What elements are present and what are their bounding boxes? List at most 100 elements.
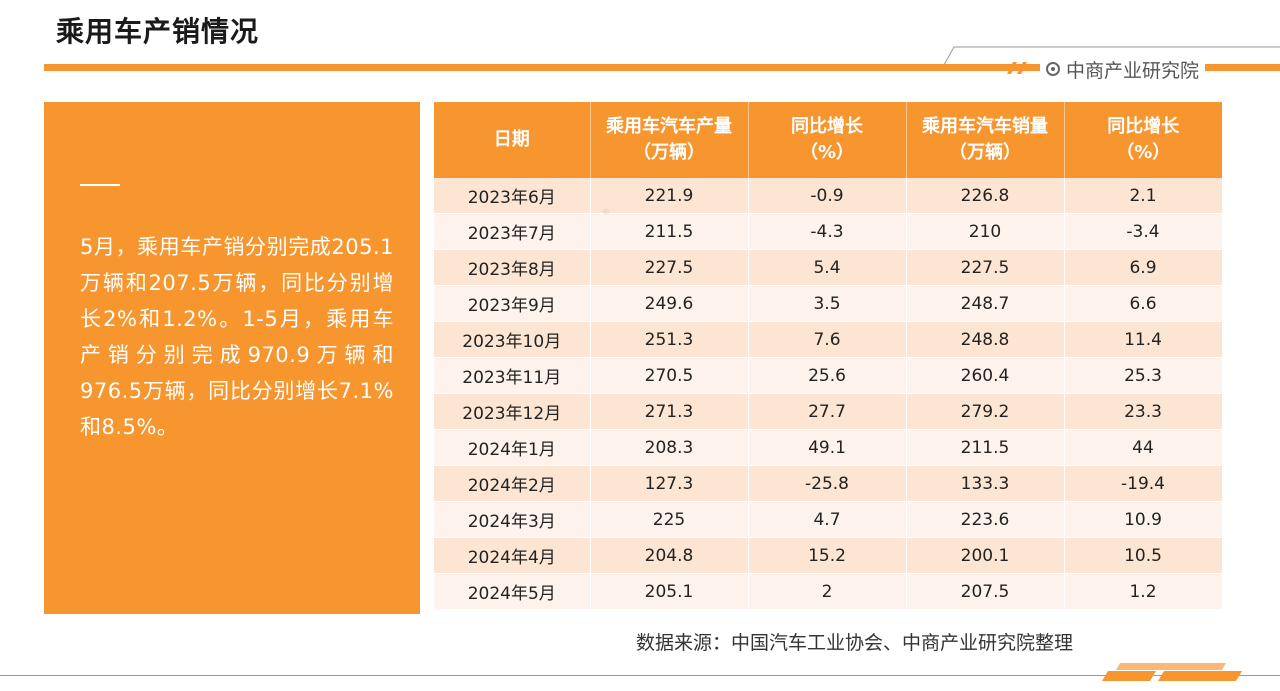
table-header-cell: 乘用车汽车产量 （万辆） (590, 102, 749, 178)
table-cell-value: -25.8 (748, 465, 907, 502)
table-cell-value: 279.2 (906, 393, 1065, 430)
table-cell-value: 221.9 (590, 178, 749, 214)
page-title: 乘用车产销情况 (56, 15, 260, 48)
table-cell-value: 10.9 (1064, 501, 1223, 538)
table-header-cell: 同比增长 （%） (1064, 102, 1222, 178)
table-cell-date: 2023年9月 (434, 285, 591, 322)
table-header-cell: 同比增长 （%） (748, 102, 907, 178)
table-cell-date: 2024年4月 (434, 537, 591, 574)
table-row: 2023年6月 221.9 -0.9 226.8 2.1 (434, 178, 1223, 214)
summary-divider (80, 184, 120, 186)
table-cell-date: 2024年5月 (434, 573, 591, 610)
header-line1: 乘用车汽车产量 (606, 116, 732, 137)
data-table: 日期 乘用车汽车产量 （万辆） 同比增长 （%） 乘用车汽车销量 （万辆） 同比增长 （%） 2… (434, 102, 1223, 610)
table-cell-value: 1.2 (1064, 573, 1223, 610)
table-cell-date: 2024年3月 (434, 501, 591, 538)
table-cell-value: 133.3 (906, 465, 1065, 502)
table-cell-value: 211.5 (906, 429, 1065, 466)
slash-decoration-icon (1007, 62, 1027, 74)
table-cell-value: 27.7 (748, 393, 907, 430)
table-body: 2023年6月 221.9 -0.9 226.8 2.1 2023年7月 211.5 -4.3… (434, 178, 1223, 610)
table-cell-value: 44 (1064, 429, 1223, 466)
header-line1: 同比增长 (791, 116, 863, 137)
summary-text: 5月，乘用车产销分别完成205.1万辆和207.5万辆，同比分别增长2%和1.2… (80, 235, 394, 439)
table-cell-date: 2023年7月 (434, 213, 591, 250)
table-cell-value: 23.3 (1064, 393, 1223, 430)
table-cell-value: 248.7 (906, 285, 1065, 322)
brand-circle-icon (1046, 62, 1060, 76)
table-cell-date: 2024年1月 (434, 429, 591, 466)
brand-logo: 中商产业研究院 (1040, 56, 1206, 82)
table-row: 2023年7月 211.5 -4.3 210 -3.4 (434, 213, 1223, 250)
table-cell-value: 249.6 (590, 285, 749, 322)
table-cell-date: 2023年10月 (434, 321, 591, 358)
source-note: 数据来源：中国汽车工业协会、中商产业研究院整理 (636, 632, 1074, 654)
table-cell-value: 251.3 (590, 321, 749, 358)
header-line2: （%） (1116, 142, 1171, 163)
table-cell-value: 2.1 (1064, 178, 1223, 214)
table-cell-value: -4.3 (748, 213, 907, 250)
table-cell-value: 25.6 (748, 357, 907, 394)
table-cell-value: 200.1 (906, 537, 1065, 574)
table-cell-value: 5.4 (748, 249, 907, 286)
table-cell-value: 10.5 (1064, 537, 1223, 574)
table-cell-value: 260.4 (906, 357, 1065, 394)
header-line2: （万辆） (949, 142, 1021, 163)
header-accent-bar (44, 64, 1280, 71)
header-line1: 同比增长 (1107, 116, 1180, 137)
header-line2: （%） (799, 142, 855, 163)
table-row: 2024年5月 205.1 2 207.5 1.2 (434, 573, 1223, 610)
table-row: 2023年10月 251.3 7.6 248.8 11.4 (434, 321, 1223, 358)
table-cell-value: 25.3 (1064, 357, 1223, 394)
table-cell-value: 49.1 (748, 429, 907, 466)
table-cell-value: 207.5 (906, 573, 1065, 610)
table-cell-value: 7.6 (748, 321, 907, 358)
table-cell-value: 225 (590, 501, 749, 538)
table-row: 2024年3月 225 4.7 223.6 10.9 (434, 501, 1223, 538)
table-cell-value: 2 (748, 573, 907, 610)
table-cell-value: 271.3 (590, 393, 749, 430)
summary-panel: 5月，乘用车产销分别完成205.1万辆和207.5万辆，同比分别增长2%和1.2… (44, 102, 420, 614)
table-cell-value: 3.5 (748, 285, 907, 322)
table-row: 2023年8月 227.5 5.4 227.5 6.9 (434, 249, 1223, 286)
table-cell-value: -19.4 (1064, 465, 1223, 502)
table-cell-value: 205.1 (590, 573, 749, 610)
table-cell-date: 2024年2月 (434, 465, 591, 502)
table-row: 2023年12月 271.3 27.7 279.2 23.3 (434, 393, 1223, 430)
table-row: 2024年2月 127.3 -25.8 133.3 -19.4 (434, 465, 1223, 502)
footer-stripes-decoration (1102, 663, 1242, 681)
table-cell-value: 6.9 (1064, 249, 1223, 286)
table-row: 2024年4月 204.8 15.2 200.1 10.5 (434, 537, 1223, 574)
table-cell-value: 211.5 (590, 213, 749, 250)
table-cell-date: 2023年6月 (434, 178, 591, 214)
footer-line (0, 675, 1280, 676)
header-line2: （万辆） (633, 142, 705, 163)
table-header-cell: 乘用车汽车销量 （万辆） (906, 102, 1065, 178)
table-cell-value: 227.5 (590, 249, 749, 286)
table-cell-date: 2023年12月 (434, 393, 591, 430)
table-row: 2023年11月 270.5 25.6 260.4 25.3 (434, 357, 1223, 394)
table-cell-date: 2023年11月 (434, 357, 591, 394)
table-cell-value: 270.5 (590, 357, 749, 394)
table-cell-date: 2023年8月 (434, 249, 591, 286)
table-cell-value: 6.6 (1064, 285, 1223, 322)
table-cell-value: 208.3 (590, 429, 749, 466)
table-cell-value: 15.2 (748, 537, 907, 574)
table-cell-value: 227.5 (906, 249, 1065, 286)
header-notch-line (944, 46, 1280, 65)
table-cell-value: 204.8 (590, 537, 749, 574)
table-header-cell: 日期 (434, 102, 591, 178)
header-line1: 乘用车汽车销量 (922, 116, 1048, 137)
table-row: 2023年9月 249.6 3.5 248.7 6.6 (434, 285, 1223, 322)
table-cell-value: 248.8 (906, 321, 1065, 358)
table-cell-value: -3.4 (1064, 213, 1223, 250)
header-line1: 日期 (493, 129, 530, 150)
table-cell-value: 4.7 (748, 501, 907, 538)
table-cell-value: 127.3 (590, 465, 749, 502)
table-header-row: 日期 乘用车汽车产量 （万辆） 同比增长 （%） 乘用车汽车销量 （万辆） 同比增长 （%） (434, 102, 1222, 178)
table-row: 2024年1月 208.3 49.1 211.5 44 (434, 429, 1223, 466)
brand-name: 中商产业研究院 (1066, 59, 1200, 82)
table-cell-value: 210 (906, 213, 1065, 250)
table-cell-value: -0.9 (748, 178, 907, 214)
table-cell-value: 226.8 (906, 178, 1065, 214)
